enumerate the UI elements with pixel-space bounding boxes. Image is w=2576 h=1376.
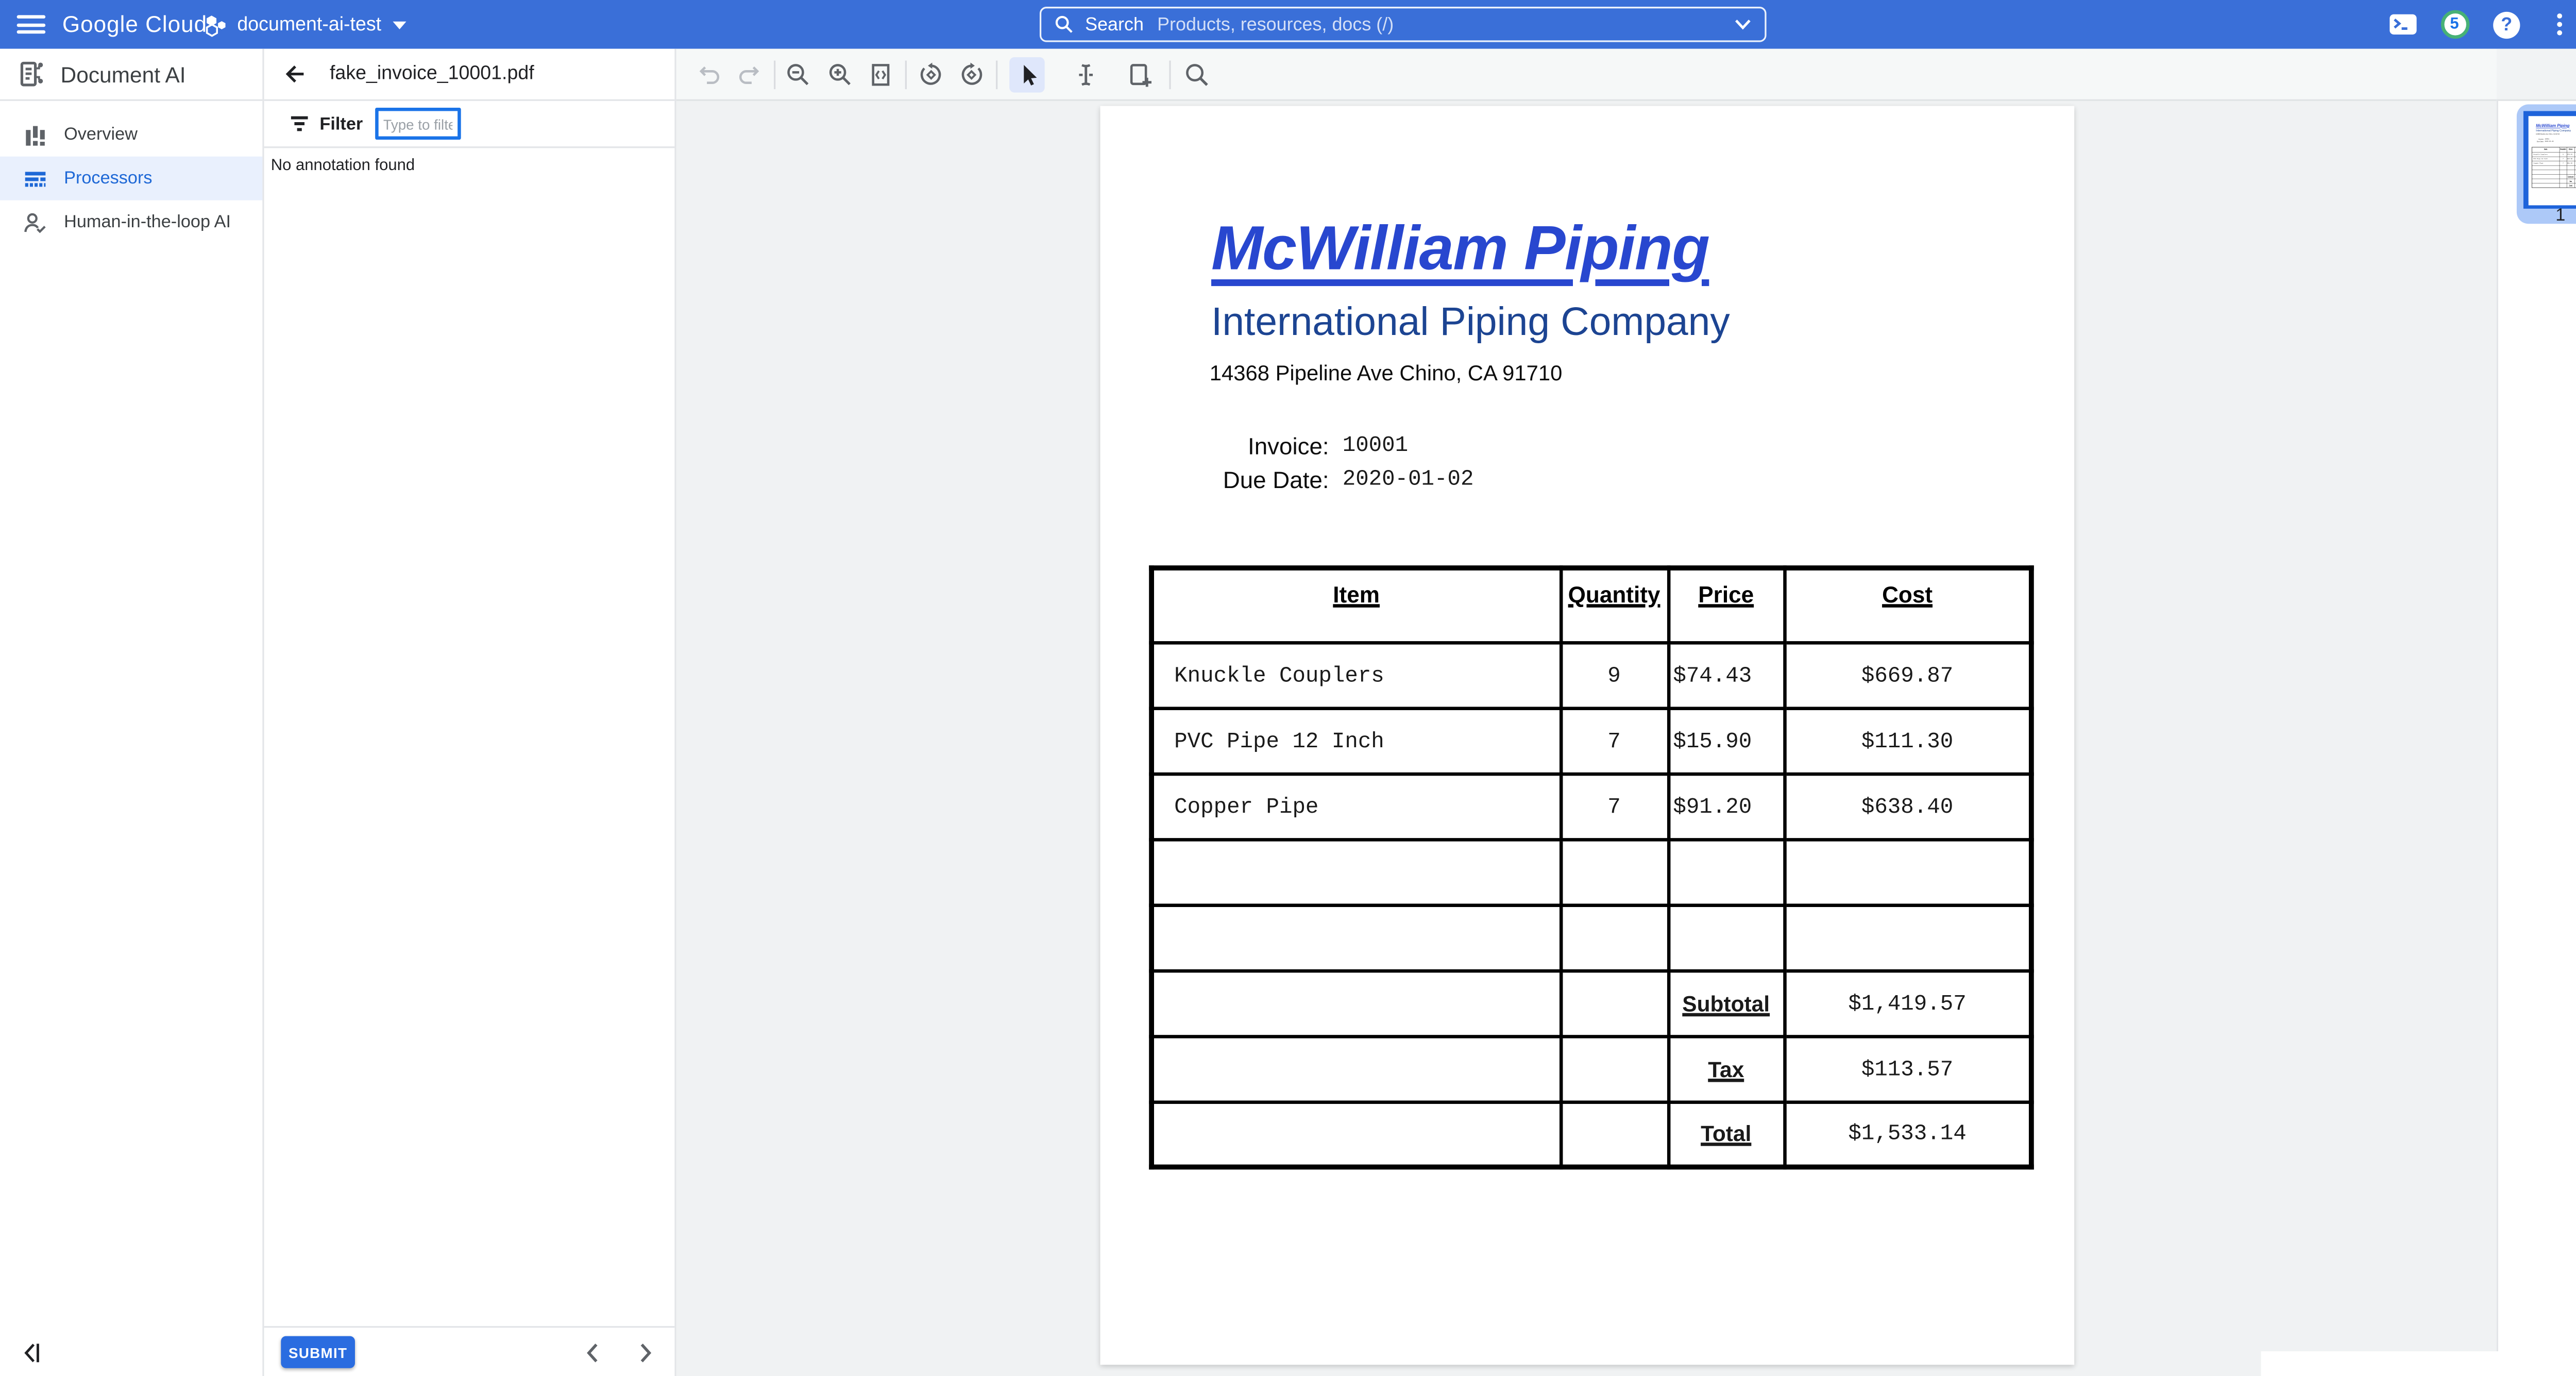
sidebar-item-processors[interactable]: Processors bbox=[0, 156, 263, 200]
thumbnail-selected-border: McWilliam Piping International Piping Co… bbox=[2523, 111, 2576, 209]
filter-input[interactable] bbox=[375, 107, 461, 140]
summary-row: Total $1,533.14 bbox=[1149, 1099, 2033, 1169]
table-row: PVC Pipe 12 Inch 7 $15.90 $111.30 bbox=[1149, 706, 2033, 775]
rotate-right-button[interactable] bbox=[959, 62, 984, 88]
filter-icon bbox=[291, 116, 308, 131]
empty-annotations-message: No annotation found bbox=[270, 156, 415, 175]
search-label: Search bbox=[1085, 14, 1144, 35]
document-header: fake_invoice_10001.pdf bbox=[264, 49, 675, 101]
company-subtitle: International Piping Company bbox=[1211, 299, 1730, 344]
top-app-bar: Google Cloud document-ai-test Search Pro… bbox=[0, 0, 2576, 49]
project-name: document-ai-test bbox=[237, 14, 382, 35]
overview-icon bbox=[26, 125, 45, 145]
help-icon: ? bbox=[2493, 11, 2520, 38]
back-button[interactable] bbox=[283, 62, 308, 86]
sidebar-item-overview[interactable]: Overview bbox=[0, 113, 262, 157]
document-canvas: McWilliam Piping International Piping Co… bbox=[676, 100, 2497, 1376]
thumbnail-toolbar bbox=[2496, 48, 2576, 101]
next-page-button[interactable] bbox=[638, 1341, 655, 1365]
cursor-icon bbox=[1023, 65, 1036, 86]
viewer-toolbar bbox=[676, 48, 2497, 101]
help-button[interactable]: ? bbox=[2488, 6, 2525, 43]
zoom-out-button[interactable] bbox=[786, 62, 811, 88]
document-ai-icon bbox=[20, 61, 43, 87]
cloud-shell-button[interactable] bbox=[2384, 6, 2421, 43]
undo-button[interactable] bbox=[697, 62, 722, 88]
previous-page-button[interactable] bbox=[584, 1341, 601, 1365]
project-icon bbox=[205, 12, 227, 36]
table-row bbox=[1149, 837, 2033, 907]
search-icon bbox=[1055, 15, 1073, 33]
global-search-input[interactable]: Search Products, resources, docs (/) bbox=[1039, 7, 1767, 42]
annotation-panel: fake_invoice_10001.pdf Filter No annotat… bbox=[264, 48, 676, 1376]
toolbar-divider bbox=[996, 60, 998, 90]
toolbar-divider bbox=[905, 60, 907, 90]
company-address: 14368 Pipeline Ave Chino, CA 91710 bbox=[1209, 360, 1563, 385]
text-select-tool-button[interactable] bbox=[1073, 62, 1098, 88]
summary-row: Tax $113.57 bbox=[1149, 1034, 2033, 1103]
rotate-left-button[interactable] bbox=[919, 62, 944, 88]
collapse-panel-icon[interactable] bbox=[20, 1341, 47, 1365]
table-header-row: Item Quantity Price Cost bbox=[1149, 566, 2033, 644]
menu-icon[interactable] bbox=[16, 15, 47, 34]
google-cloud-logo: Google Cloud bbox=[62, 11, 208, 37]
person-check-icon bbox=[24, 212, 46, 232]
invoice-number-label: Invoice: bbox=[1248, 432, 1329, 460]
due-date-label: Due Date: bbox=[1223, 466, 1329, 493]
thumbnail-page-number: 1 bbox=[2555, 205, 2566, 226]
toolbar-divider bbox=[774, 60, 776, 90]
page-thumbnail[interactable]: McWilliam Piping International Piping Co… bbox=[2516, 104, 2576, 226]
table-row: Knuckle Couplers 9 $74.43 $669.87 bbox=[1149, 640, 2033, 710]
toolbar-divider bbox=[1169, 60, 1171, 90]
filter-label: Filter bbox=[319, 113, 363, 134]
processors-icon bbox=[25, 171, 46, 186]
bottom-right-overlay bbox=[2261, 1351, 2576, 1376]
fit-page-button[interactable] bbox=[868, 62, 893, 88]
notifications-button[interactable]: 5 bbox=[2436, 6, 2473, 43]
add-region-tool-button[interactable] bbox=[1127, 62, 1153, 88]
summary-row: Subtotal $1,419.57 bbox=[1149, 968, 2033, 1038]
chevron-down-icon bbox=[392, 21, 406, 29]
redo-button[interactable] bbox=[737, 62, 762, 88]
invoice-meta: Invoice: 10001 Due Date: 2020-01-02 bbox=[1100, 429, 1474, 497]
panel-footer: SUBMIT bbox=[264, 1326, 675, 1376]
filter-bar: Filter bbox=[264, 101, 675, 148]
invoice-number-value: 10001 bbox=[1342, 432, 1409, 458]
company-title: McWilliam Piping bbox=[1211, 213, 1710, 283]
page-title: Document AI bbox=[60, 61, 186, 87]
left-nav: Document AI Overview Processors bbox=[0, 48, 264, 1376]
thumbnail-panel: McWilliam Piping International Piping Co… bbox=[2496, 100, 2576, 1376]
document-filename: fake_invoice_10001.pdf bbox=[330, 64, 534, 85]
more-options-button[interactable] bbox=[2540, 6, 2576, 43]
notification-count-badge: 5 bbox=[2440, 10, 2469, 39]
sidebar-item-human-in-the-loop[interactable]: Human-in-the-loop AI bbox=[0, 200, 262, 244]
table-row bbox=[1149, 902, 2033, 972]
chevron-down-icon bbox=[1735, 20, 1751, 30]
zoom-in-button[interactable] bbox=[828, 62, 853, 88]
submit-button[interactable]: SUBMIT bbox=[281, 1336, 355, 1368]
project-switcher[interactable]: document-ai-test bbox=[205, 8, 406, 40]
due-date-value: 2020-01-02 bbox=[1342, 466, 1474, 492]
invoice-table: Item Quantity Price Cost Knuckle Coupler… bbox=[1149, 565, 2034, 1170]
kebab-menu-icon bbox=[2556, 12, 2562, 36]
product-header: Document AI bbox=[0, 49, 263, 101]
invoice-content: McWilliam Piping International Piping Co… bbox=[1100, 106, 2075, 1365]
select-tool-button[interactable] bbox=[1009, 57, 1045, 93]
search-placeholder: Products, resources, docs (/) bbox=[1157, 14, 1394, 35]
search-document-button[interactable] bbox=[1184, 62, 1210, 88]
table-row: Copper Pipe 7 $91.20 $638.40 bbox=[1149, 771, 2033, 841]
pdf-page[interactable]: McWilliam Piping International Piping Co… bbox=[1100, 106, 2075, 1365]
